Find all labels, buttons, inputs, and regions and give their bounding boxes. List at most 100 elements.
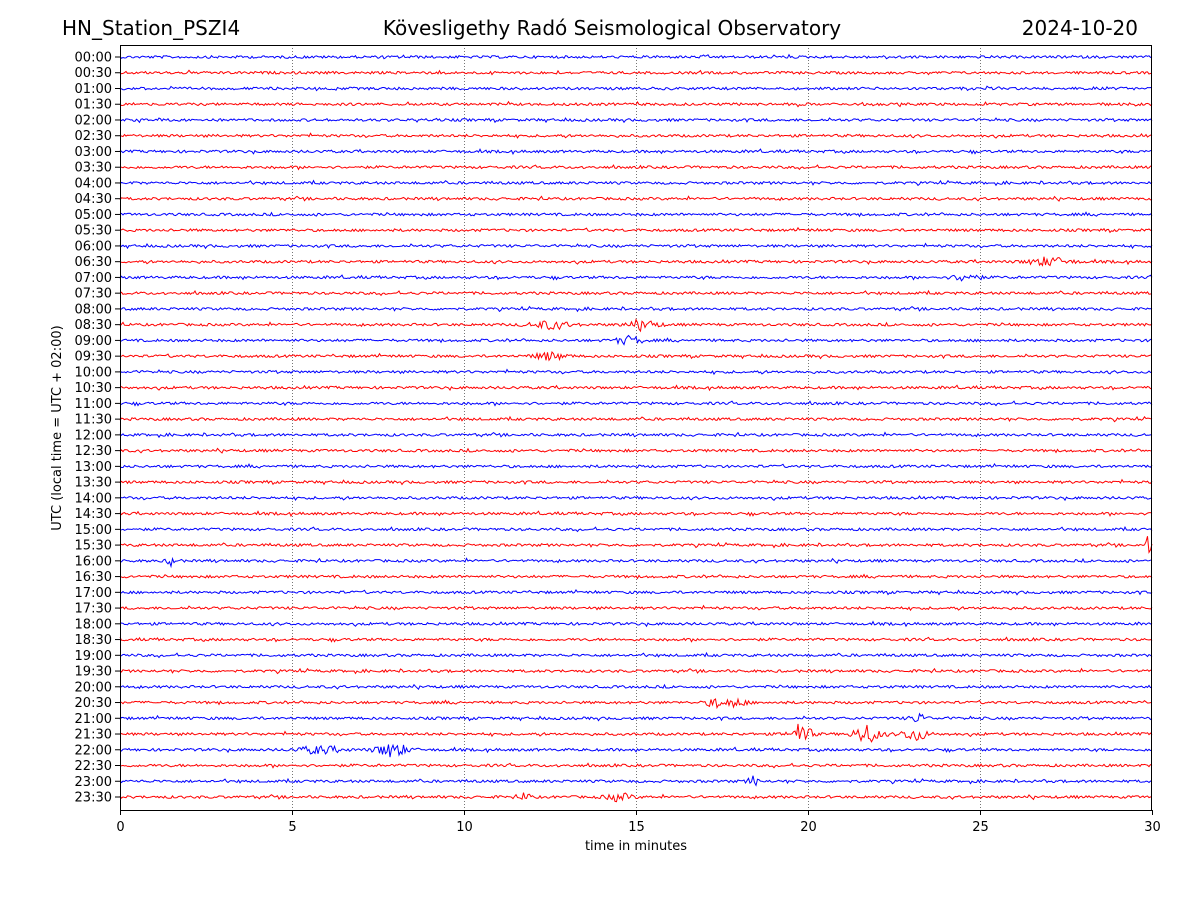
x-tick-label: 25: [972, 820, 989, 835]
y-tick-label: 17:00: [75, 586, 112, 601]
y-tick-label: 13:00: [75, 460, 112, 475]
y-tick-label: 00:00: [75, 51, 112, 66]
trace-2030: [119, 697, 1153, 710]
chart-title: Kövesligethy Radó Seismological Observat…: [383, 16, 841, 40]
plot-frame: [120, 45, 1152, 811]
trace-0430: [119, 195, 1153, 202]
trace-1700: [119, 588, 1153, 596]
y-tick-label: 18:30: [75, 633, 112, 648]
y-tick-label: 20:00: [75, 680, 112, 695]
x-tick-label: 10: [456, 820, 473, 835]
trace-1900: [119, 651, 1153, 659]
trace-2000: [119, 683, 1153, 691]
y-tick-label: 03:00: [75, 145, 112, 160]
y-tick-label: 13:30: [75, 476, 112, 491]
trace-0630: [119, 256, 1153, 267]
trace-1830: [119, 636, 1153, 643]
y-tick-label: 04:00: [75, 176, 112, 191]
y-tick-label: 18:00: [75, 617, 112, 632]
trace-1930: [119, 667, 1153, 675]
y-tick-label: 14:00: [75, 491, 112, 506]
trace-2230: [119, 762, 1153, 769]
trace-0330: [119, 164, 1153, 171]
trace-1300: [119, 462, 1153, 469]
y-tick-label: 01:00: [75, 82, 112, 97]
y-tick-label: 22:30: [75, 759, 112, 774]
date-title: 2024-10-20: [1022, 16, 1138, 40]
y-tick-label: 05:30: [75, 224, 112, 239]
y-tick-label: 05:00: [75, 208, 112, 223]
y-tick-label: 12:30: [75, 444, 112, 459]
y-tick-label: 03:30: [75, 161, 112, 176]
y-tick-label: 08:00: [75, 302, 112, 317]
y-tick-label: 17:30: [75, 602, 112, 617]
trace-1330: [119, 478, 1153, 486]
trace-0700: [119, 274, 1153, 282]
trace-2330: [119, 792, 1153, 803]
y-tick-label: 02:30: [75, 129, 112, 144]
y-tick-label: 07:30: [75, 287, 112, 302]
trace-0900: [119, 334, 1153, 346]
y-tick-label: 06:30: [75, 255, 112, 270]
y-tick-label: 06:00: [75, 239, 112, 254]
trace-0230: [119, 132, 1153, 139]
y-tick-label: 23:30: [75, 791, 112, 806]
y-tick-label: 01:30: [75, 98, 112, 113]
trace-0400: [119, 179, 1153, 187]
y-tick-label: 10:00: [75, 365, 112, 380]
x-tick-label: 15: [628, 820, 645, 835]
y-tick-label: 00:30: [75, 66, 112, 81]
trace-1800: [119, 620, 1153, 628]
x-tick-label: 20: [800, 820, 817, 835]
y-tick-label: 11:00: [75, 397, 112, 412]
trace-0000: [119, 53, 1153, 60]
trace-2200: [119, 743, 1153, 758]
trace-0130: [119, 100, 1153, 108]
y-tick-label: 02:00: [75, 113, 112, 128]
y-tick-label: 16:30: [75, 570, 112, 585]
y-tick-label: 09:30: [75, 350, 112, 365]
y-tick-label: 12:00: [75, 428, 112, 443]
trace-1600: [119, 556, 1153, 569]
y-tick-label: 23:00: [75, 775, 112, 790]
trace-1230: [119, 447, 1153, 454]
trace-0500: [119, 211, 1153, 218]
trace-1000: [119, 368, 1153, 376]
y-tick-label: 14:30: [75, 507, 112, 522]
y-tick-label: 09:00: [75, 334, 112, 349]
y-axis-label: UTC (local time = UTC + 02:00): [50, 325, 65, 530]
trace-1730: [119, 604, 1153, 612]
x-tick-label: 30: [1144, 820, 1161, 835]
x-axis-label: time in minutes: [585, 839, 687, 854]
trace-1100: [119, 400, 1153, 407]
y-tick-label: 04:30: [75, 192, 112, 207]
trace-0930: [119, 350, 1153, 362]
trace-1630: [119, 573, 1153, 580]
trace-1400: [119, 495, 1153, 502]
trace-1030: [119, 384, 1152, 392]
station-title: HN_Station_PSZI4: [62, 16, 240, 40]
trace-1430: [119, 510, 1153, 518]
trace-1530: [119, 536, 1153, 554]
y-tick-label: 07:00: [75, 271, 112, 286]
y-tick-label: 21:30: [75, 728, 112, 743]
trace-2130: [119, 723, 1153, 743]
trace-0600: [119, 242, 1153, 250]
trace-0300: [119, 148, 1153, 156]
y-tick-label: 11:30: [75, 413, 112, 428]
trace-2100: [119, 712, 1153, 723]
trace-1500: [119, 525, 1153, 533]
y-tick-label: 16:00: [75, 554, 112, 569]
y-tick-label: 19:00: [75, 649, 112, 664]
trace-0100: [119, 85, 1153, 92]
trace-0030: [119, 69, 1153, 76]
y-tick-label: 20:30: [75, 696, 112, 711]
trace-1200: [119, 431, 1153, 439]
y-tick-label: 22:00: [75, 743, 112, 758]
trace-0830: [119, 318, 1153, 333]
y-tick-label: 15:30: [75, 539, 112, 554]
y-tick-label: 19:30: [75, 665, 112, 680]
trace-0730: [119, 289, 1153, 297]
y-tick-label: 21:00: [75, 712, 112, 727]
